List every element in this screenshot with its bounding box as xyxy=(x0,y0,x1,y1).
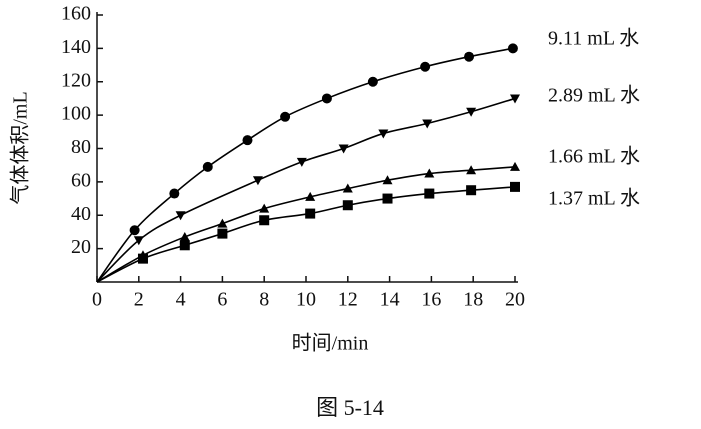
point xyxy=(137,253,148,264)
x-tick-label: 12 xyxy=(338,289,358,311)
point xyxy=(466,185,477,196)
x-tick-label: 20 xyxy=(505,289,525,311)
x-tick-label: 0 xyxy=(92,289,102,311)
point xyxy=(338,144,349,154)
x-tick-label: 8 xyxy=(259,289,269,311)
point xyxy=(242,135,253,146)
x-tick-label: 14 xyxy=(380,289,400,311)
point xyxy=(217,218,228,228)
series-line xyxy=(96,186,516,283)
x-tick-label: 10 xyxy=(296,289,316,311)
point xyxy=(305,191,316,201)
point xyxy=(382,175,393,185)
y-tick-label: 40 xyxy=(71,203,91,225)
y-tick-label: 60 xyxy=(71,169,91,191)
point xyxy=(259,203,270,213)
series-line xyxy=(96,166,516,283)
x-tick-label: 16 xyxy=(421,289,441,311)
point xyxy=(342,183,353,193)
caption: 图 5-14 xyxy=(316,395,384,420)
point xyxy=(466,165,477,175)
point xyxy=(424,168,435,178)
point xyxy=(252,176,263,186)
point xyxy=(510,161,520,171)
y-tick-label: 80 xyxy=(71,136,91,158)
point xyxy=(424,188,435,199)
x-tick-label: 6 xyxy=(217,289,227,311)
point xyxy=(466,107,477,117)
series-label: 1.66 mL 水 xyxy=(548,145,640,168)
point xyxy=(305,208,316,219)
point xyxy=(464,51,475,62)
point xyxy=(179,231,190,241)
point xyxy=(133,236,144,246)
y-tick-label: 140 xyxy=(61,36,91,58)
point xyxy=(422,119,433,129)
series-label: 2.89 mL 水 xyxy=(548,84,640,107)
point xyxy=(202,161,213,172)
point xyxy=(321,93,332,104)
x-tick-label: 4 xyxy=(176,289,186,311)
point xyxy=(129,225,140,236)
x-tick-label: 2 xyxy=(134,289,144,311)
point xyxy=(367,76,378,87)
series-label: 9.11 mL 水 xyxy=(548,27,639,50)
point xyxy=(507,43,518,54)
point xyxy=(217,228,228,239)
y-tick-label: 20 xyxy=(71,236,91,258)
point xyxy=(175,211,186,221)
series-line xyxy=(96,97,516,283)
series-label: 1.37 mL 水 xyxy=(548,187,640,210)
point xyxy=(510,181,520,192)
y-tick-label: 160 xyxy=(61,3,91,25)
y-axis-label: 气体体积/mL xyxy=(9,91,32,204)
point xyxy=(510,94,520,104)
y-tick-label: 100 xyxy=(61,103,91,125)
y-tick-label: 120 xyxy=(61,69,91,91)
point xyxy=(169,188,180,199)
point xyxy=(382,193,393,204)
point xyxy=(280,111,291,122)
x-tick-label: 18 xyxy=(463,289,483,311)
point xyxy=(420,61,431,72)
point xyxy=(179,240,190,251)
point xyxy=(342,200,353,211)
point xyxy=(378,129,389,139)
x-axis-label: 时间/min xyxy=(292,332,369,355)
point xyxy=(296,157,307,167)
point xyxy=(259,215,270,226)
